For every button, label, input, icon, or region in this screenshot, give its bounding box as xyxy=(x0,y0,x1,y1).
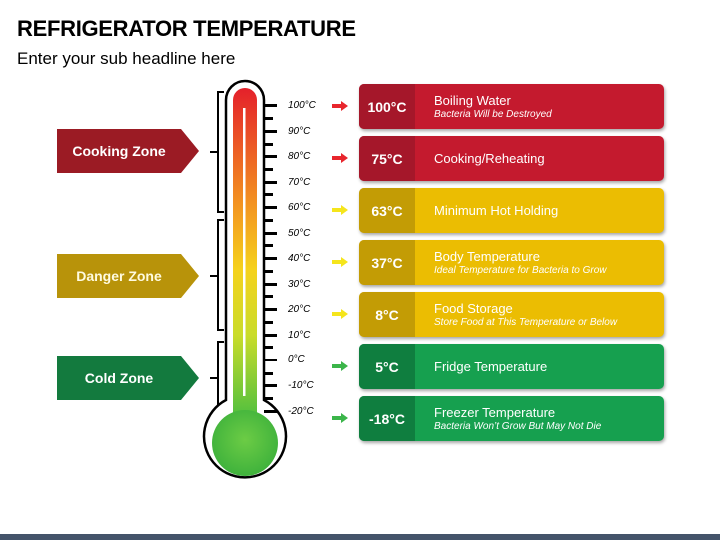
card-temp: 37°C xyxy=(359,240,415,285)
scale-label: 70°C xyxy=(288,177,311,188)
thermometer-icon xyxy=(202,79,288,479)
scale-label: -10°C xyxy=(288,380,314,391)
zone-cold: Cold Zone xyxy=(57,356,199,400)
card-temp: 63°C xyxy=(359,188,415,233)
arrow-right-icon xyxy=(332,101,348,111)
arrow-right-icon xyxy=(332,257,348,267)
temp-card-cooking: 75°C Cooking/Reheating xyxy=(359,136,664,181)
card-title: Boiling Water xyxy=(434,92,511,108)
scale-label: 80°C xyxy=(288,151,311,162)
scale-label: 60°C xyxy=(288,202,311,213)
card-subtitle: Bacteria Will be Destroyed xyxy=(434,108,552,120)
card-title: Freezer Temperature xyxy=(434,404,556,420)
temp-card-body: 37°C Body Temperature Ideal Temperature f… xyxy=(359,240,664,285)
card-subtitle: Bacteria Won’t Grow But May Not Die xyxy=(434,420,602,432)
zone-label: Cooking Zone xyxy=(72,143,166,159)
arrow-right-icon xyxy=(332,309,348,319)
zone-arrow-shape-icon xyxy=(57,356,199,400)
temp-card-hot-holding: 63°C Minimum Hot Holding xyxy=(359,188,664,233)
card-title: Body Temperature xyxy=(434,248,540,264)
scale-label: 100°C xyxy=(288,100,316,111)
card-temp: -18°C xyxy=(359,396,415,441)
zone-danger: Danger Zone xyxy=(57,254,199,298)
scale-label: 90°C xyxy=(288,126,311,137)
temp-card-freezer: -18°C Freezer Temperature Bacteria Won’t … xyxy=(359,396,664,441)
card-subtitle: Ideal Temperature for Bacteria to Grow xyxy=(434,264,607,276)
card-temp: 100°C xyxy=(359,84,415,129)
page-title: REFRIGERATOR TEMPERATURE xyxy=(17,16,356,41)
card-title: Minimum Hot Holding xyxy=(434,203,559,218)
zone-label: Cold Zone xyxy=(84,370,154,386)
card-temp: 75°C xyxy=(359,136,415,181)
arrow-right-icon xyxy=(332,361,348,371)
temp-card-fridge: 5°C Fridge Temperature xyxy=(359,344,664,389)
page-subtitle: Enter your sub headline here xyxy=(17,49,236,68)
scale-label: 20°C xyxy=(288,304,311,315)
card-subtitle: Store Food at This Temperature or Below xyxy=(434,316,618,328)
zone-cooking: Cooking Zone xyxy=(57,129,199,173)
card-temp: 8°C xyxy=(359,292,415,337)
scale-label: 10°C xyxy=(288,330,311,341)
arrow-right-icon xyxy=(332,205,348,215)
scale-label: 50°C xyxy=(288,228,311,239)
card-title: Food Storage xyxy=(434,300,513,316)
temp-card-boiling: 100°C Boiling Water Bacteria Will be Dest… xyxy=(359,84,664,129)
zone-label: Danger Zone xyxy=(76,268,162,284)
bracket-danger-icon xyxy=(210,219,224,331)
scale-label: 30°C xyxy=(288,279,311,290)
card-title: Fridge Temperature xyxy=(434,359,548,374)
card-title: Cooking/Reheating xyxy=(434,151,545,166)
temp-card-food-storage: 8°C Food Storage Store Food at This Tempe… xyxy=(359,292,664,337)
arrow-right-icon xyxy=(332,153,348,163)
scale-label: 0°C xyxy=(288,354,305,365)
zone-arrow-shape-icon xyxy=(57,129,199,173)
scale-label: -20°C xyxy=(288,406,314,417)
card-temp: 5°C xyxy=(359,344,415,389)
scale-label: 40°C xyxy=(288,253,311,264)
footer-bar xyxy=(0,534,720,540)
arrow-right-icon xyxy=(332,413,348,423)
zone-arrow-shape-icon xyxy=(57,254,199,298)
bracket-cooking-icon xyxy=(210,91,224,213)
